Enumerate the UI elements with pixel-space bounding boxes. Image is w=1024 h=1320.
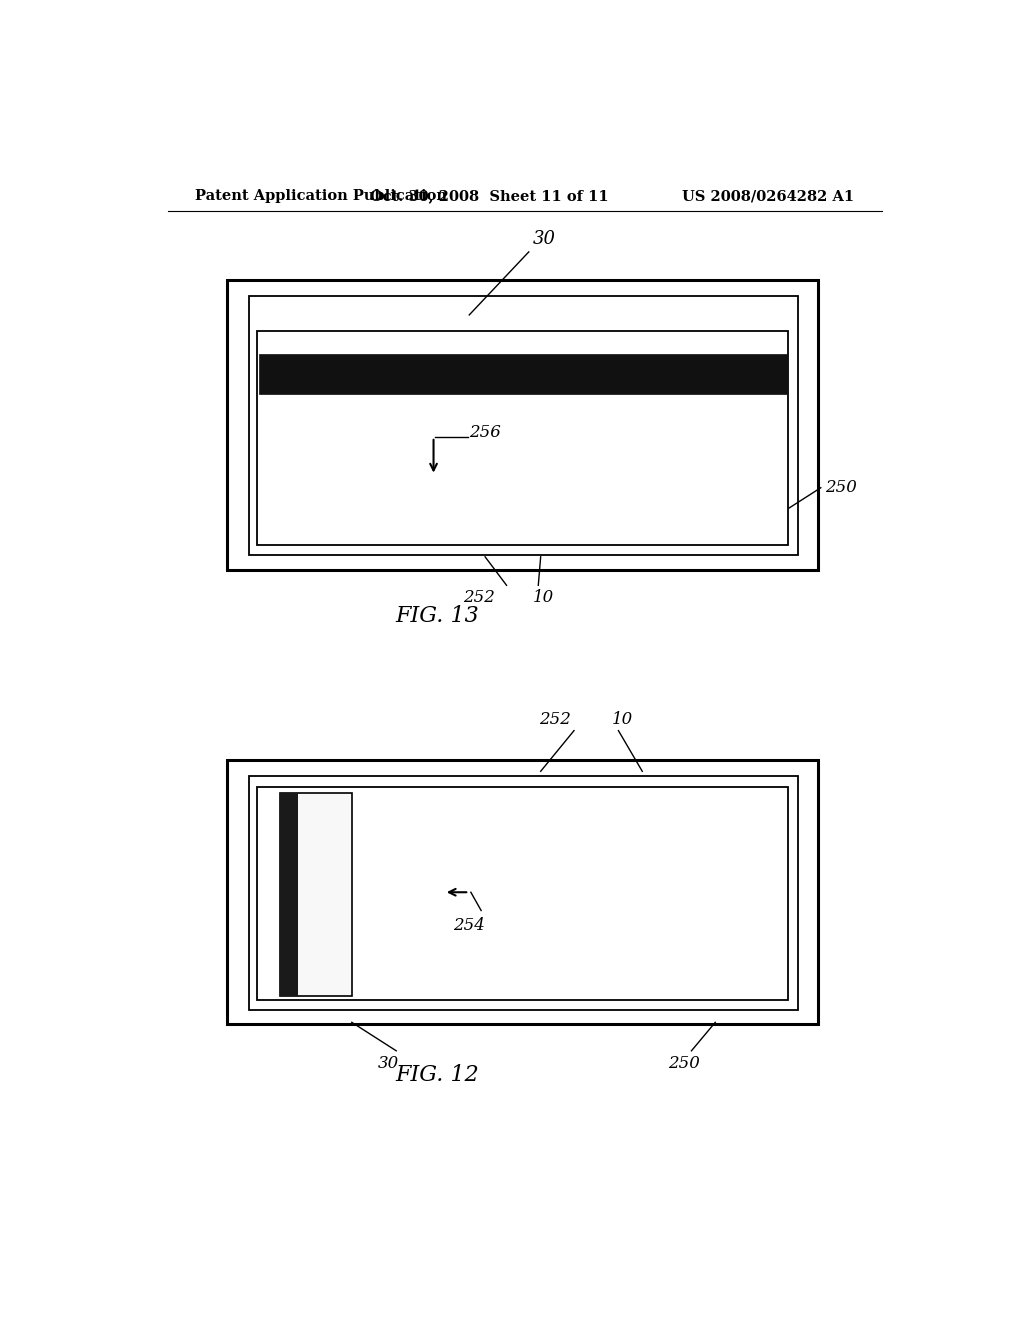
Text: 256: 256 — [469, 424, 501, 441]
Bar — [257, 331, 788, 545]
Bar — [259, 354, 786, 395]
Bar — [249, 776, 798, 1010]
Text: 10: 10 — [612, 710, 634, 727]
Text: US 2008/0264282 A1: US 2008/0264282 A1 — [682, 189, 854, 203]
Text: FIG. 12: FIG. 12 — [395, 1064, 479, 1086]
Bar — [227, 280, 818, 570]
Bar — [227, 760, 818, 1024]
Text: 250: 250 — [824, 479, 857, 496]
Bar — [281, 792, 298, 995]
Bar — [257, 787, 788, 1001]
Bar — [249, 296, 798, 554]
Text: 30: 30 — [378, 1055, 399, 1072]
Bar — [281, 792, 352, 995]
Text: 10: 10 — [532, 589, 554, 606]
Text: 254: 254 — [454, 916, 485, 933]
Text: Patent Application Publication: Patent Application Publication — [196, 189, 447, 203]
Text: 252: 252 — [539, 710, 570, 727]
Text: 30: 30 — [532, 230, 556, 248]
Text: FIG. 13: FIG. 13 — [395, 605, 479, 627]
Text: 252: 252 — [463, 589, 495, 606]
Text: 250: 250 — [668, 1055, 699, 1072]
Text: Oct. 30, 2008  Sheet 11 of 11: Oct. 30, 2008 Sheet 11 of 11 — [370, 189, 608, 203]
